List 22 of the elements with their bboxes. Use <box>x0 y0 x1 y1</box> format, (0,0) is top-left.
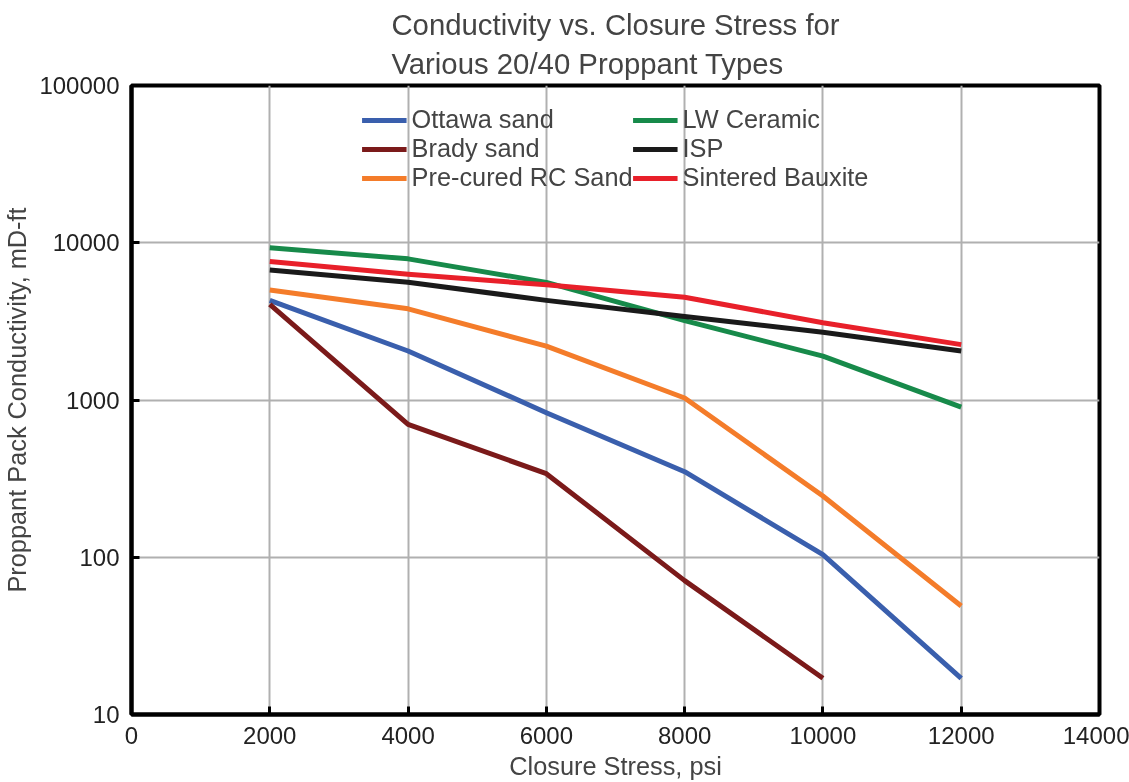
x-tick-label: 14000 <box>1062 721 1129 749</box>
x-tick-label: 6000 <box>519 721 574 749</box>
x-axis-title: Closure Stress, psi <box>509 751 722 780</box>
legend-label: Ottawa sand <box>411 105 554 134</box>
x-tick-label: 10000 <box>789 721 857 749</box>
legend-label: Pre-cured RC Sand <box>411 163 633 192</box>
x-tick-label: 2000 <box>243 721 297 749</box>
chart-title: Conductivity vs. Closure Stress for Various 20/40 Proppant Types <box>391 7 840 81</box>
x-tick-label: 4000 <box>381 721 435 749</box>
legend-label: Brady sand <box>411 134 540 163</box>
y-tick-label: 1000 <box>66 386 120 414</box>
legend-label: Sintered Bauxite <box>682 163 869 192</box>
x-tick-label: 12000 <box>927 721 995 749</box>
y-tick-label: 100000 <box>39 72 120 99</box>
y-tick-label: 10000 <box>52 229 120 257</box>
x-tick-label: 0 <box>124 721 139 749</box>
y-axis-title: Proppant Pack Conductivity, mD-ft <box>3 207 32 593</box>
legend-label: LW Ceramic <box>682 105 821 134</box>
legend-label: ISP <box>682 134 724 163</box>
x-tick-label: 8000 <box>657 721 712 749</box>
y-tick-label: 100 <box>79 543 120 571</box>
y-tick-label: 10 <box>92 701 120 728</box>
